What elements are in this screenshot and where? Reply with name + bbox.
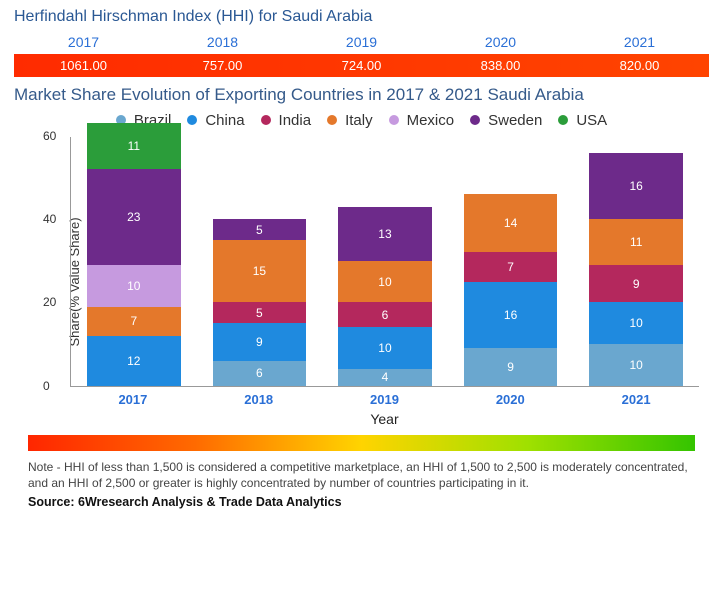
bar-segment: 13 [338, 207, 432, 261]
bar-segment: 11 [589, 219, 683, 265]
bar-column: 41061013 [322, 137, 448, 386]
bar-segment: 14 [464, 194, 558, 252]
y-tick: 40 [43, 212, 56, 226]
x-tick: 2021 [573, 392, 699, 407]
bar-column: 127102311 [71, 137, 197, 386]
bar-segment: 5 [213, 302, 307, 323]
hhi-year: 2018 [153, 30, 292, 54]
legend-item: Mexico [385, 111, 459, 128]
legend-item: USA [554, 111, 611, 128]
bar-segment: 7 [87, 307, 181, 336]
legend-label: Italy [345, 112, 373, 129]
bar-stack: 695155 [213, 219, 307, 386]
bar-stack: 127102311 [87, 123, 181, 385]
legend-item: Sweden [466, 111, 546, 128]
bar-segment: 10 [589, 344, 683, 386]
legend-label: India [279, 112, 312, 129]
legend-label: Sweden [488, 112, 542, 129]
legend-dot-icon [558, 115, 568, 125]
bar-segment: 10 [87, 265, 181, 307]
chart-title: Market Share Evolution of Exporting Coun… [14, 85, 709, 105]
bars-container: 12710231169515541061013916714101091116 [71, 137, 699, 386]
bar-segment: 23 [87, 169, 181, 265]
legend-dot-icon [470, 115, 480, 125]
hhi-header-row: 20172018201920202021 [14, 30, 709, 54]
bar-stack: 41061013 [338, 207, 432, 386]
bar-column: 101091116 [573, 137, 699, 386]
legend-item: China [183, 111, 248, 128]
plot-area: 12710231169515541061013916714101091116 0… [70, 137, 699, 387]
legend-dot-icon [327, 115, 337, 125]
bar-segment: 4 [338, 369, 432, 386]
legend-dot-icon [389, 115, 399, 125]
x-tick: 2020 [447, 392, 573, 407]
hhi-value: 1061.00 [14, 54, 153, 77]
legend-dot-icon [261, 115, 271, 125]
bar-segment: 11 [87, 123, 181, 169]
bar-column: 916714 [448, 137, 574, 386]
bar-segment: 5 [213, 219, 307, 240]
bar-segment: 6 [338, 302, 432, 327]
y-tick: 0 [43, 379, 50, 393]
x-tick: 2018 [196, 392, 322, 407]
chart-area: Share(% Value Share) 1271023116951554106… [14, 137, 709, 427]
legend-item: India [257, 111, 316, 128]
x-axis-label: Year [70, 411, 699, 427]
bar-segment: 9 [464, 348, 558, 386]
bar-segment: 10 [338, 327, 432, 369]
hhi-title: Herfindahl Hirschman Index (HHI) for Sau… [14, 8, 709, 26]
hhi-year: 2017 [14, 30, 153, 54]
hhi-value: 820.00 [570, 54, 709, 77]
bar-segment: 16 [464, 282, 558, 349]
x-tick: 2019 [322, 392, 448, 407]
gradient-scale-bar [28, 435, 695, 451]
x-tick: 2017 [70, 392, 196, 407]
bar-column: 695155 [197, 137, 323, 386]
bar-segment: 10 [589, 302, 683, 344]
x-axis-ticks: 20172018201920202021 [70, 392, 699, 407]
bar-segment: 7 [464, 252, 558, 281]
hhi-value: 838.00 [431, 54, 570, 77]
hhi-year: 2020 [431, 30, 570, 54]
bar-segment: 9 [589, 265, 683, 303]
legend-item: Italy [323, 111, 377, 128]
hhi-value-row: 1061.00757.00724.00838.00820.00 [14, 54, 709, 77]
hhi-value: 757.00 [153, 54, 292, 77]
legend-label: USA [576, 112, 607, 129]
hhi-year: 2019 [292, 30, 431, 54]
bar-stack: 101091116 [589, 153, 683, 386]
hhi-year: 2021 [570, 30, 709, 54]
bar-segment: 16 [589, 153, 683, 220]
bar-segment: 9 [213, 323, 307, 361]
legend-label: China [205, 112, 244, 129]
bar-segment: 12 [87, 336, 181, 386]
bar-segment: 6 [213, 361, 307, 386]
bar-segment: 15 [213, 240, 307, 303]
legend-dot-icon [187, 115, 197, 125]
y-tick: 20 [43, 295, 56, 309]
bar-stack: 916714 [464, 194, 558, 386]
source-line: Source: 6Wresearch Analysis & Trade Data… [28, 495, 695, 509]
hhi-value: 724.00 [292, 54, 431, 77]
bar-segment: 10 [338, 261, 432, 303]
y-tick: 60 [43, 129, 56, 143]
hhi-note: Note - HHI of less than 1,500 is conside… [28, 459, 695, 491]
legend-label: Mexico [407, 112, 455, 129]
